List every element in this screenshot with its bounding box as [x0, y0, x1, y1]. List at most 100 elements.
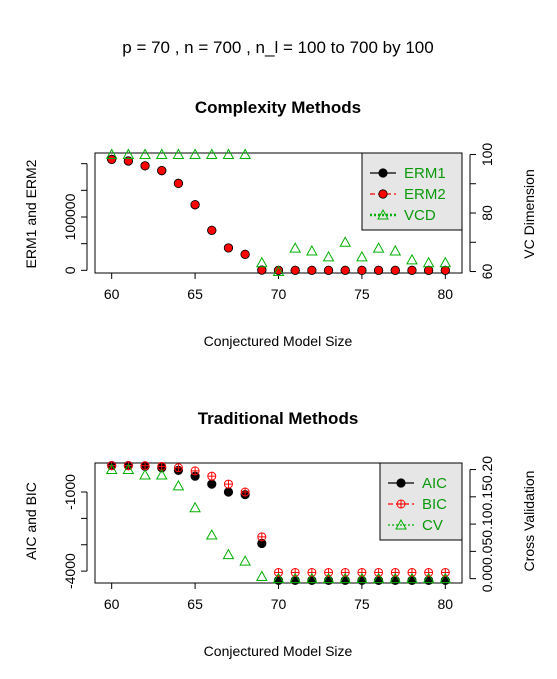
panel2-cv-point	[339, 572, 352, 584]
panel1-erm2-point	[357, 265, 367, 275]
panel1-erm2-point	[240, 249, 250, 259]
panel2-bic-point	[324, 567, 334, 577]
panel1-erm2-point	[440, 265, 450, 275]
panel1-vcd-point	[422, 256, 435, 268]
panel2-cv-point	[205, 528, 218, 540]
panel2-cv-point	[189, 501, 201, 513]
panel1-vcd-point	[205, 148, 218, 159]
panel2-aic-point	[340, 575, 350, 585]
panel2-legend-label-bic: BIC	[422, 496, 447, 513]
panel1-legend-box	[361, 152, 463, 231]
panel1-erm2-point	[223, 243, 234, 253]
panel2-aic-point	[273, 575, 284, 585]
panel2-cv-point	[422, 572, 435, 584]
panel1-y-right-tick-label: 100	[479, 143, 495, 167]
panel2-cv-point	[389, 572, 402, 584]
panel1-erm2-point	[407, 265, 417, 275]
panel1-vcd-point	[155, 148, 168, 159]
panel2-cv-point	[406, 572, 418, 584]
panel2-bic-point	[290, 567, 300, 577]
panel2-cv-point	[439, 572, 452, 584]
panel1-vcd-point	[172, 148, 185, 159]
panel2-y-right-tick-label: 0.10	[479, 510, 495, 537]
panel1-vcd-point	[255, 256, 268, 268]
panel2-aic-point	[223, 487, 234, 497]
panel1-erm2-point	[157, 166, 167, 176]
panel2-y-right-tick-label: 0.20	[479, 456, 495, 483]
panel2-legend-marker-aic	[396, 478, 406, 488]
panel1-erm2-point	[390, 265, 400, 275]
panel2-bic-point	[257, 532, 267, 542]
panel2-aic-point	[390, 575, 400, 585]
panel2-x-tick-label: 70	[271, 596, 287, 612]
panel1-vcd-point	[372, 242, 385, 253]
panel2-series-cv	[105, 463, 452, 584]
panel1-legend-marker-vcd	[377, 208, 389, 220]
panel1-x-tick-label: 70	[271, 286, 287, 302]
panel1-erm2-point	[323, 265, 334, 275]
panel2-legend-label-cv: CV	[422, 517, 443, 534]
panel2-bic-point	[240, 487, 250, 497]
panel2-bic-point	[173, 463, 183, 473]
panel1-erm2-point	[140, 161, 150, 171]
panel2-cv-point	[255, 570, 268, 581]
panel1-y-right-tick-label: 60	[479, 264, 495, 280]
panel1-vcd-point	[122, 148, 135, 159]
figure-main-title: p = 70 , n = 700 , n_l = 100 to 700 by 1…	[122, 38, 433, 57]
panel2-cv-point	[289, 572, 302, 584]
panel1-erm2-point	[340, 265, 350, 275]
panel2-x-tick-label: 60	[104, 596, 120, 612]
panel1-legend-marker-erm2	[378, 189, 388, 199]
panel2-y-right-axis-label: Cross Validation	[521, 471, 537, 572]
panel1-vcd-point	[222, 148, 235, 159]
panel1-x-tick-label: 60	[104, 286, 120, 302]
panel1-erm2-point	[307, 265, 317, 275]
panel2-cv-point	[356, 572, 368, 584]
panel1-vcd-point	[189, 148, 201, 159]
panel2-y-right-tick-label: 0.00	[479, 565, 495, 592]
panel1-erm2-point	[373, 265, 384, 275]
panel2-x-axis-label: Conjectured Model Size	[204, 643, 353, 659]
panel1-erm2-point	[257, 265, 267, 275]
panel1-title: Complexity Methods	[195, 98, 361, 117]
panel2-bic-point	[390, 567, 400, 577]
panel1-legend-label-erm1: ERM1	[404, 165, 446, 182]
panel1-vcd-point	[272, 265, 285, 277]
panel2-bic-point	[440, 567, 450, 577]
panel1-x-tick-label: 65	[187, 286, 203, 302]
panel2-bic-point	[107, 461, 117, 471]
panel1-y-left-axis-label: ERM1 and ERM2	[23, 159, 39, 268]
panel2-aic-point	[290, 575, 300, 585]
panel1-vcd-point	[239, 148, 251, 159]
panel2-bic-point	[407, 567, 417, 577]
panel2-legend-marker-cv	[395, 518, 407, 530]
panel2-aic-point	[373, 575, 384, 585]
panel1-vcd-point	[406, 253, 418, 265]
panel2-x-tick-label: 80	[438, 596, 454, 612]
panel2-bic-point	[123, 461, 133, 471]
panel1-vcd-point	[339, 236, 352, 247]
panel1-y-right-axis-label: VC Dimension	[521, 169, 537, 258]
panel2-bic-point	[340, 567, 350, 577]
panel2-cv-point	[272, 572, 285, 584]
panel1-series-vcd	[105, 148, 452, 277]
panel2-bic-point	[357, 567, 367, 577]
panel2-legend-label-aic: AIC	[422, 475, 447, 492]
panel1-legend-label-vcd: VCD	[404, 207, 436, 224]
panel2-series-bic	[107, 461, 450, 577]
panel1-vcd-point	[439, 256, 452, 268]
panel2-aic-point	[407, 575, 417, 585]
panel2-cv-point	[306, 572, 318, 584]
plot-layer: 60 65 70 75 80 0 100000 60 80 100 ERM1 ERM2 VCD 60 65 7…	[62, 143, 495, 612]
panel2-cv-point	[105, 463, 118, 475]
panel2-x-tick-label: 75	[354, 596, 370, 612]
panel1-vcd-point	[105, 148, 118, 159]
panel2-bic-point	[307, 567, 317, 577]
panel2-cv-point	[322, 572, 335, 584]
panel2-cv-point	[172, 479, 185, 491]
panel2-cv-point	[372, 572, 385, 584]
panel2-bic-point	[223, 479, 233, 489]
panel2-bic-point	[190, 466, 200, 476]
